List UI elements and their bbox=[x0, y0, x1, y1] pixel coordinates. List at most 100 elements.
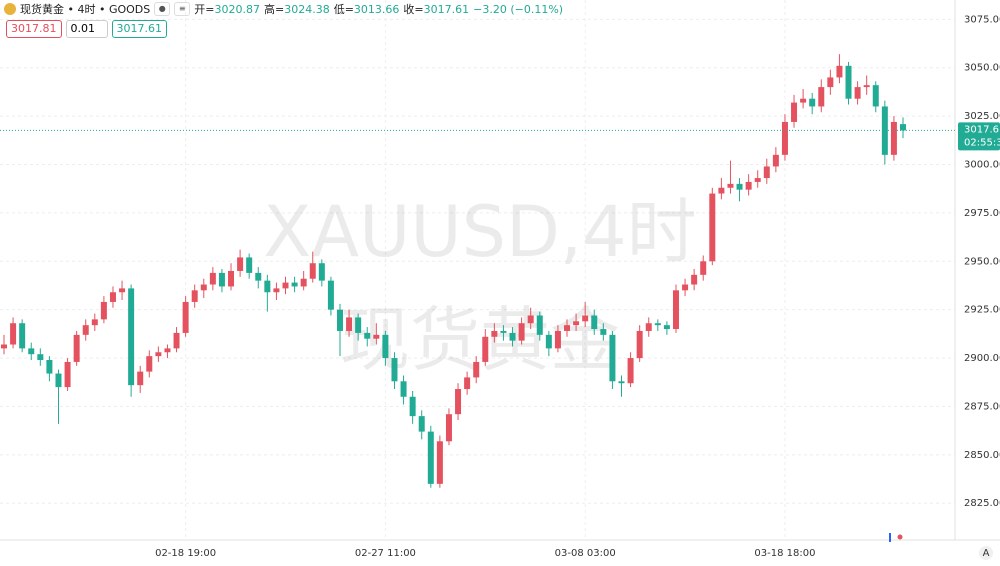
candle-body bbox=[109, 292, 116, 302]
auto-button[interactable]: A bbox=[983, 548, 990, 559]
candle-body bbox=[763, 166, 770, 179]
toggle[interactable]: ● bbox=[154, 2, 171, 16]
candle-body bbox=[745, 181, 752, 190]
candle-body bbox=[436, 441, 443, 484]
candle-body bbox=[736, 183, 743, 190]
ohlc-label: 高= bbox=[263, 3, 285, 16]
candle-body bbox=[336, 309, 343, 331]
candle-body bbox=[73, 334, 80, 362]
candle-body bbox=[46, 360, 53, 374]
candle-body bbox=[772, 154, 779, 167]
watermark: XAUUSD,4时 bbox=[263, 191, 696, 273]
candle-body bbox=[318, 263, 325, 281]
y-tick-label: 3000.00 bbox=[964, 160, 1000, 171]
x-tick-label: 02-18 19:00 bbox=[155, 548, 216, 559]
y-tick-label: 3025.00 bbox=[964, 111, 1000, 122]
candle-body bbox=[309, 263, 316, 279]
candle-body bbox=[545, 334, 552, 349]
candle-body bbox=[191, 290, 198, 302]
candle-body bbox=[19, 323, 26, 349]
candle-body bbox=[482, 336, 489, 362]
auto-button-bg[interactable] bbox=[979, 546, 993, 560]
candle-body bbox=[536, 315, 543, 335]
ohlc-value: 3017.61 bbox=[423, 2, 470, 16]
ohlc-label: 收= bbox=[403, 3, 424, 16]
candle-body bbox=[672, 290, 679, 330]
ohlc-value: 3013.66 bbox=[353, 2, 400, 16]
candle-body bbox=[355, 317, 362, 333]
candle-body bbox=[427, 431, 434, 484]
candle-body bbox=[346, 317, 353, 331]
candle-body bbox=[700, 261, 707, 275]
candle-body bbox=[55, 373, 62, 388]
candle-body bbox=[863, 85, 870, 88]
candle-body bbox=[573, 321, 580, 326]
candle-body bbox=[554, 330, 561, 349]
candle-body bbox=[654, 323, 661, 326]
candle-body bbox=[264, 280, 271, 293]
y-tick-label: 2825.00 bbox=[964, 498, 1000, 509]
price-badge bbox=[958, 122, 1000, 151]
candle-body bbox=[491, 330, 498, 337]
candle-body bbox=[246, 257, 253, 273]
candle-body bbox=[591, 315, 598, 330]
spread: 0.01 bbox=[65, 20, 108, 38]
countdown: 02:55:30 bbox=[964, 137, 1000, 148]
candle-body bbox=[82, 325, 89, 335]
sell-price[interactable]: 3017.81 bbox=[6, 20, 62, 38]
candle-body bbox=[781, 121, 788, 155]
candle-body bbox=[636, 330, 643, 359]
y-tick-label: 2950.00 bbox=[964, 256, 1000, 267]
candle-body bbox=[273, 288, 280, 293]
candle-body bbox=[455, 389, 462, 415]
candle-body bbox=[64, 361, 71, 388]
candle-body bbox=[709, 193, 716, 262]
candle-body bbox=[200, 284, 207, 291]
candle-body bbox=[173, 332, 180, 349]
header: 现货黄金 • 4时 • GOODS ● ≡ 开= 3020.87 高= 3024.38… bbox=[4, 1, 563, 17]
candle-body bbox=[119, 288, 126, 293]
candle-body bbox=[791, 102, 798, 122]
ohlc-label: 开= bbox=[194, 3, 215, 16]
candle-body bbox=[1, 344, 7, 349]
candle-body bbox=[237, 257, 244, 271]
candle-body bbox=[409, 396, 416, 417]
candle-body bbox=[663, 325, 670, 330]
candle-body bbox=[518, 323, 525, 341]
candle-body bbox=[818, 87, 825, 107]
toggle[interactable]: ≡ bbox=[174, 2, 191, 16]
quote: 3017.81 0.01 3017.61 bbox=[6, 20, 167, 38]
candle-body bbox=[600, 329, 607, 335]
y-tick-label: 3075.00 bbox=[964, 14, 1000, 25]
candle-body bbox=[164, 348, 171, 353]
candle-body bbox=[836, 65, 843, 78]
candle-body bbox=[373, 334, 380, 339]
candle-body bbox=[282, 282, 289, 289]
candle-body bbox=[255, 272, 262, 281]
candle-body bbox=[128, 288, 135, 386]
candle-body bbox=[881, 106, 888, 155]
buy-price[interactable]: 3017.61 bbox=[111, 20, 167, 38]
x-tick-label: 03-18 18:00 bbox=[754, 548, 815, 559]
event-icon[interactable] bbox=[889, 533, 891, 542]
watermark: 现货黄金 bbox=[340, 299, 620, 381]
candle-body bbox=[137, 371, 144, 386]
candle-body bbox=[391, 358, 398, 382]
candle-body bbox=[28, 348, 35, 355]
price-badge-label: 3017.61 bbox=[964, 124, 1000, 135]
candle-body bbox=[155, 352, 162, 357]
event-icon[interactable] bbox=[897, 534, 903, 540]
candle-body bbox=[91, 319, 98, 326]
ohlc-value: 3020.87 bbox=[214, 2, 260, 16]
candle-body bbox=[382, 334, 389, 359]
candle-body bbox=[800, 98, 807, 103]
candle-body bbox=[627, 358, 634, 384]
x-tick-label: 02-27 11:00 bbox=[355, 548, 416, 559]
candle-body bbox=[146, 356, 153, 372]
candle-body bbox=[10, 323, 17, 345]
candle-body bbox=[827, 77, 834, 88]
candle-body bbox=[645, 323, 652, 331]
candle-body bbox=[500, 330, 507, 333]
